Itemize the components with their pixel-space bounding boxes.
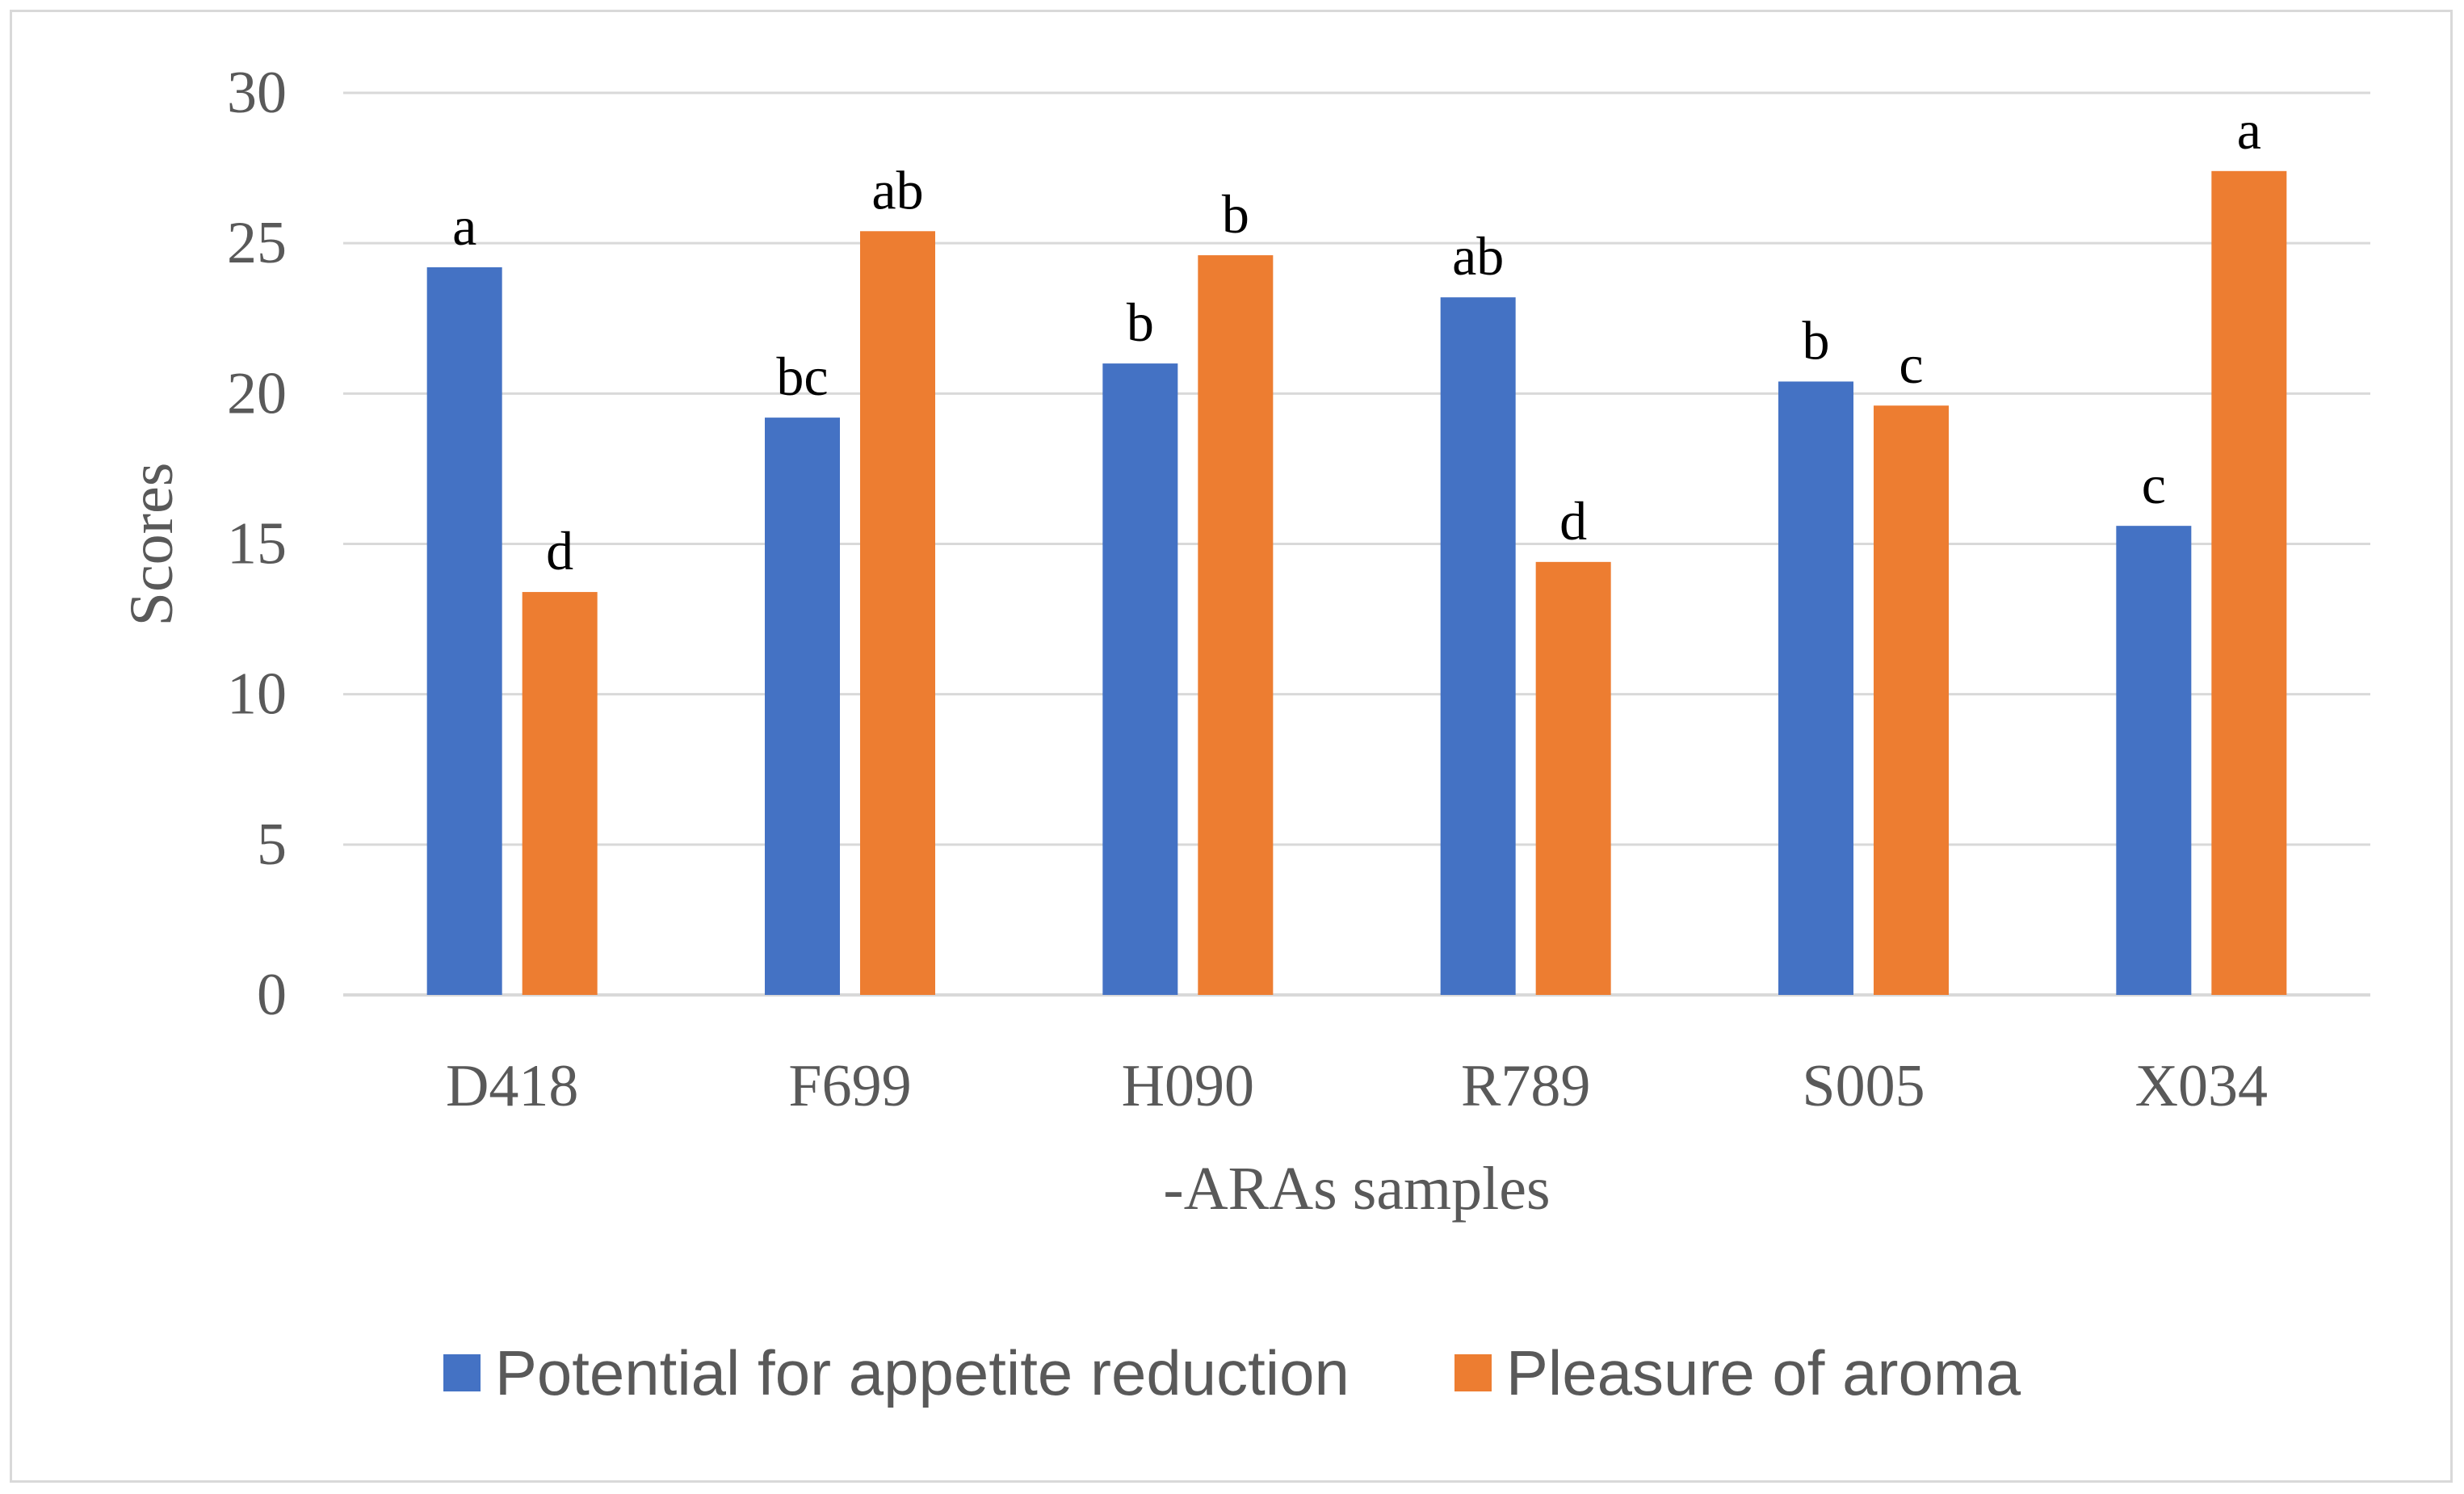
- bar-appetite-f699[interactable]: [765, 418, 840, 995]
- legend-item-series-1[interactable]: Potential for appetite reduction: [443, 1337, 1350, 1410]
- data-label: a: [452, 195, 476, 257]
- data-label: d: [1559, 490, 1587, 552]
- bar-appetite-r789[interactable]: [1440, 297, 1516, 996]
- data-label: b: [1222, 183, 1249, 245]
- bar-aroma-r789[interactable]: [1535, 561, 1611, 995]
- bar-appetite-s005[interactable]: [1778, 381, 1853, 995]
- x-tick-label: S005: [1802, 1053, 1925, 1119]
- bar-appetite-h090[interactable]: [1102, 363, 1178, 996]
- data-label: c: [2142, 454, 2166, 515]
- x-axis-title: -ARAs samples: [1163, 1155, 1550, 1223]
- data-label: a: [2237, 99, 2261, 161]
- x-tick-label: H090: [1122, 1053, 1254, 1119]
- y-tick-label: 0: [257, 962, 287, 1028]
- x-tick-label: X034: [2135, 1053, 2268, 1119]
- y-tick-label: 5: [257, 812, 287, 878]
- legend-item-series-2[interactable]: Pleasure of aroma: [1454, 1337, 2021, 1410]
- x-tick-label: F699: [788, 1053, 911, 1119]
- bar-aroma-s005[interactable]: [1874, 405, 1949, 995]
- legend: Potential for appetite reduction Pleasur…: [0, 1332, 2464, 1413]
- legend-swatch-series-1: [443, 1354, 481, 1391]
- bar-aroma-h090[interactable]: [1198, 255, 1274, 995]
- y-tick-label: 15: [227, 511, 287, 577]
- data-label: b: [1127, 292, 1154, 353]
- bar-aroma-f699[interactable]: [860, 231, 935, 996]
- y-tick-label: 20: [227, 360, 287, 426]
- y-tick-label: 10: [227, 661, 287, 728]
- bar-appetite-d418[interactable]: [426, 266, 502, 995]
- data-label: c: [1899, 334, 1923, 395]
- data-label: ab: [871, 159, 923, 220]
- bar-aroma-d418[interactable]: [522, 592, 598, 995]
- data-label: d: [546, 520, 573, 581]
- legend-swatch-series-2: [1454, 1354, 1492, 1391]
- y-tick-label: 25: [227, 210, 287, 276]
- x-tick-label: R789: [1461, 1053, 1590, 1119]
- x-tick-label: D418: [446, 1053, 578, 1119]
- legend-label-series-2: Pleasure of aroma: [1505, 1337, 2021, 1408]
- y-tick-label: 30: [227, 60, 287, 126]
- data-label: bc: [776, 346, 828, 407]
- y-axis-title: Scores: [118, 463, 186, 627]
- data-label: b: [1803, 309, 1830, 371]
- bar-appetite-x034[interactable]: [2116, 526, 2192, 995]
- bar-aroma-x034[interactable]: [2211, 170, 2287, 996]
- legend-label-series-1: Potential for appetite reduction: [494, 1337, 1350, 1408]
- data-label: ab: [1452, 225, 1504, 287]
